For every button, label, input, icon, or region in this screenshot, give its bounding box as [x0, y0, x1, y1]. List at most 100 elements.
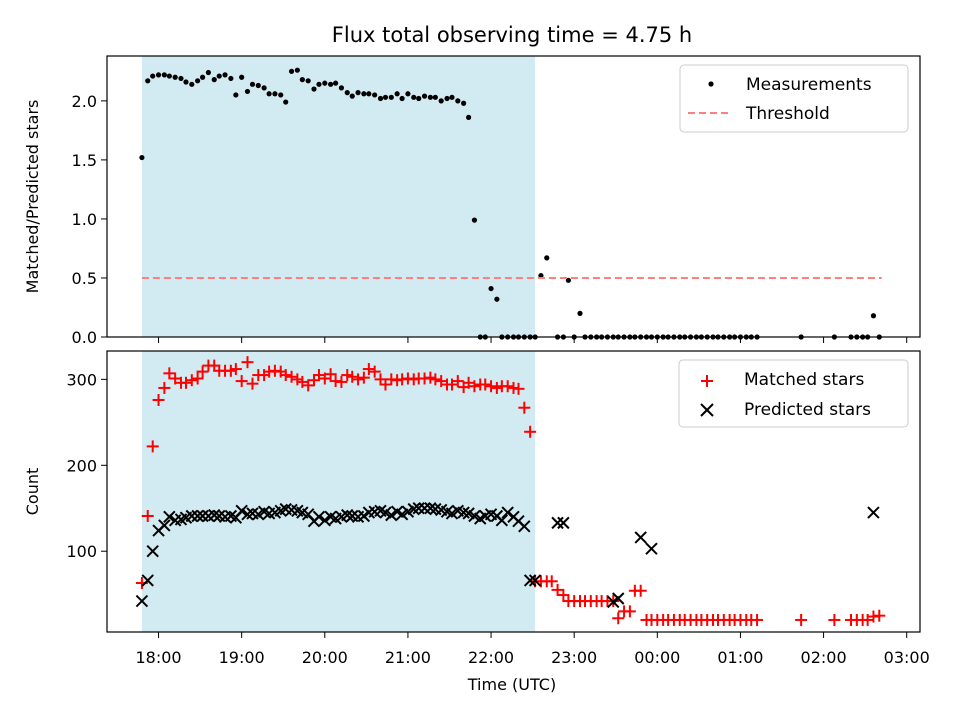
predicted-star-point [318, 514, 332, 527]
measurement-point [399, 95, 405, 102]
measurement-point [394, 91, 400, 97]
measurement-point [421, 93, 428, 99]
measurement-point [311, 86, 317, 92]
top-shaded-region [141, 56, 536, 337]
predicted-star-point [518, 520, 531, 533]
predicted-star-point [208, 508, 221, 522]
bottom-xtick-label: 21:00 [385, 648, 431, 667]
measurement-point [544, 255, 550, 261]
predicted-star-stroke [312, 510, 326, 524]
measurement-point [322, 80, 328, 86]
measurement-point [372, 92, 378, 98]
measurement-point [222, 72, 228, 78]
measurement-point [239, 74, 245, 80]
predicted-star-stroke [196, 509, 209, 523]
bottom-xtick-label: 02:00 [801, 648, 847, 667]
predicted-star-stroke [518, 520, 531, 533]
predicted-star-point [457, 506, 470, 519]
matched-star-point [451, 375, 464, 388]
measurement-point [466, 114, 472, 120]
predicted-star-point [523, 574, 537, 587]
matched-star-point [612, 612, 625, 625]
measurement-point [205, 69, 212, 76]
matched-star-point [241, 356, 254, 369]
legend-measurements-label: Measurements [746, 75, 872, 95]
measurement-point [299, 77, 305, 83]
measurement-point [538, 273, 544, 279]
matched-star-point [368, 365, 381, 378]
predicted-star-point [424, 502, 437, 515]
measurement-point [488, 285, 494, 292]
matched-star-point [158, 381, 171, 394]
predicted-star-stroke [424, 502, 437, 515]
measurement-point [288, 68, 295, 74]
bottom-ytick-label: 300 [66, 370, 97, 389]
predicted-star-stroke [440, 505, 454, 518]
predicted-star-stroke [457, 506, 470, 519]
matched-star-point [429, 373, 442, 386]
predicted-star-point [185, 509, 198, 523]
matched-star-point [285, 370, 298, 383]
predicted-star-stroke [418, 502, 431, 515]
measurement-point [294, 67, 300, 73]
matched-star-point [163, 367, 176, 380]
bottom-ytick-label: 200 [66, 456, 97, 475]
matched-star-point [828, 613, 841, 626]
predicted-star-stroke [468, 509, 481, 523]
legend-matched-marker [701, 375, 713, 387]
predicted-star-stroke [429, 502, 442, 516]
measurement-point [411, 94, 417, 100]
matched-star-point [279, 369, 292, 382]
measurement-point [139, 154, 145, 161]
bottom-y-axis-label: Count [23, 468, 42, 516]
measurement-point [316, 81, 322, 87]
matched-star-point [324, 368, 337, 381]
measurement-point [333, 80, 339, 86]
predicted-star-stroke [341, 508, 354, 522]
measurement-point [444, 95, 450, 102]
measurement-point [199, 74, 206, 80]
bottom-panel: 100 200 300 18:00 19:00 20:00 21:00 22:00 23:00 0… [23, 350, 930, 694]
legend-predicted-marker [700, 403, 714, 417]
predicted-star-point [135, 594, 149, 608]
matched-star-point [512, 382, 525, 395]
measurement-point [183, 79, 189, 85]
measurement-point [870, 313, 877, 319]
predicted-star-point [612, 592, 625, 605]
bottom-xtick-label: 00:00 [634, 648, 680, 667]
bottom-ytick-label: 100 [66, 542, 97, 561]
measurement-point [461, 100, 467, 106]
bottom-xtick-label: 19:00 [219, 648, 265, 667]
top-panel: 0.00.51.01.52.0 Matched/Predicted stars … [23, 55, 921, 347]
predicted-star-stroke [390, 505, 404, 518]
bottom-axes: 100 200 300 18:00 19:00 20:00 21:00 22:00 23:00 0… [66, 370, 929, 667]
top-legend: Measurements Threshold [679, 64, 909, 133]
measurement-point [388, 94, 394, 100]
measurement-point [305, 78, 311, 84]
predicted-star-point [634, 531, 647, 544]
measurement-point [377, 95, 384, 102]
predicted-star-point [158, 519, 171, 532]
predicted-star-stroke [379, 506, 392, 519]
measurement-point [455, 98, 461, 104]
bottom-xtick-label: 01:00 [717, 648, 763, 667]
predicted-star-stroke [291, 504, 304, 518]
measurement-point [427, 94, 433, 100]
predicted-star-stroke [501, 506, 514, 519]
predicted-star-point [241, 508, 254, 521]
bottom-xtick-label: 20:00 [302, 648, 348, 667]
predicted-star-stroke [185, 509, 198, 523]
measurement-point [150, 73, 156, 79]
predicted-star-stroke [634, 531, 647, 544]
bottom-marks [135, 356, 886, 626]
top-axes: 0.0 0.5 1.0 1.5 2.0 [72, 92, 908, 347]
measurement-point [338, 85, 345, 91]
predicted-star-stroke [146, 545, 159, 558]
top-y-axis-label: Matched/Predicted stars [23, 100, 42, 294]
measurement-point [244, 88, 251, 95]
predicted-star-point [645, 542, 658, 555]
measurement-point [361, 91, 367, 97]
matched-star-point [468, 380, 481, 393]
matched-star-point [501, 380, 514, 393]
matched-star-point [751, 613, 764, 626]
